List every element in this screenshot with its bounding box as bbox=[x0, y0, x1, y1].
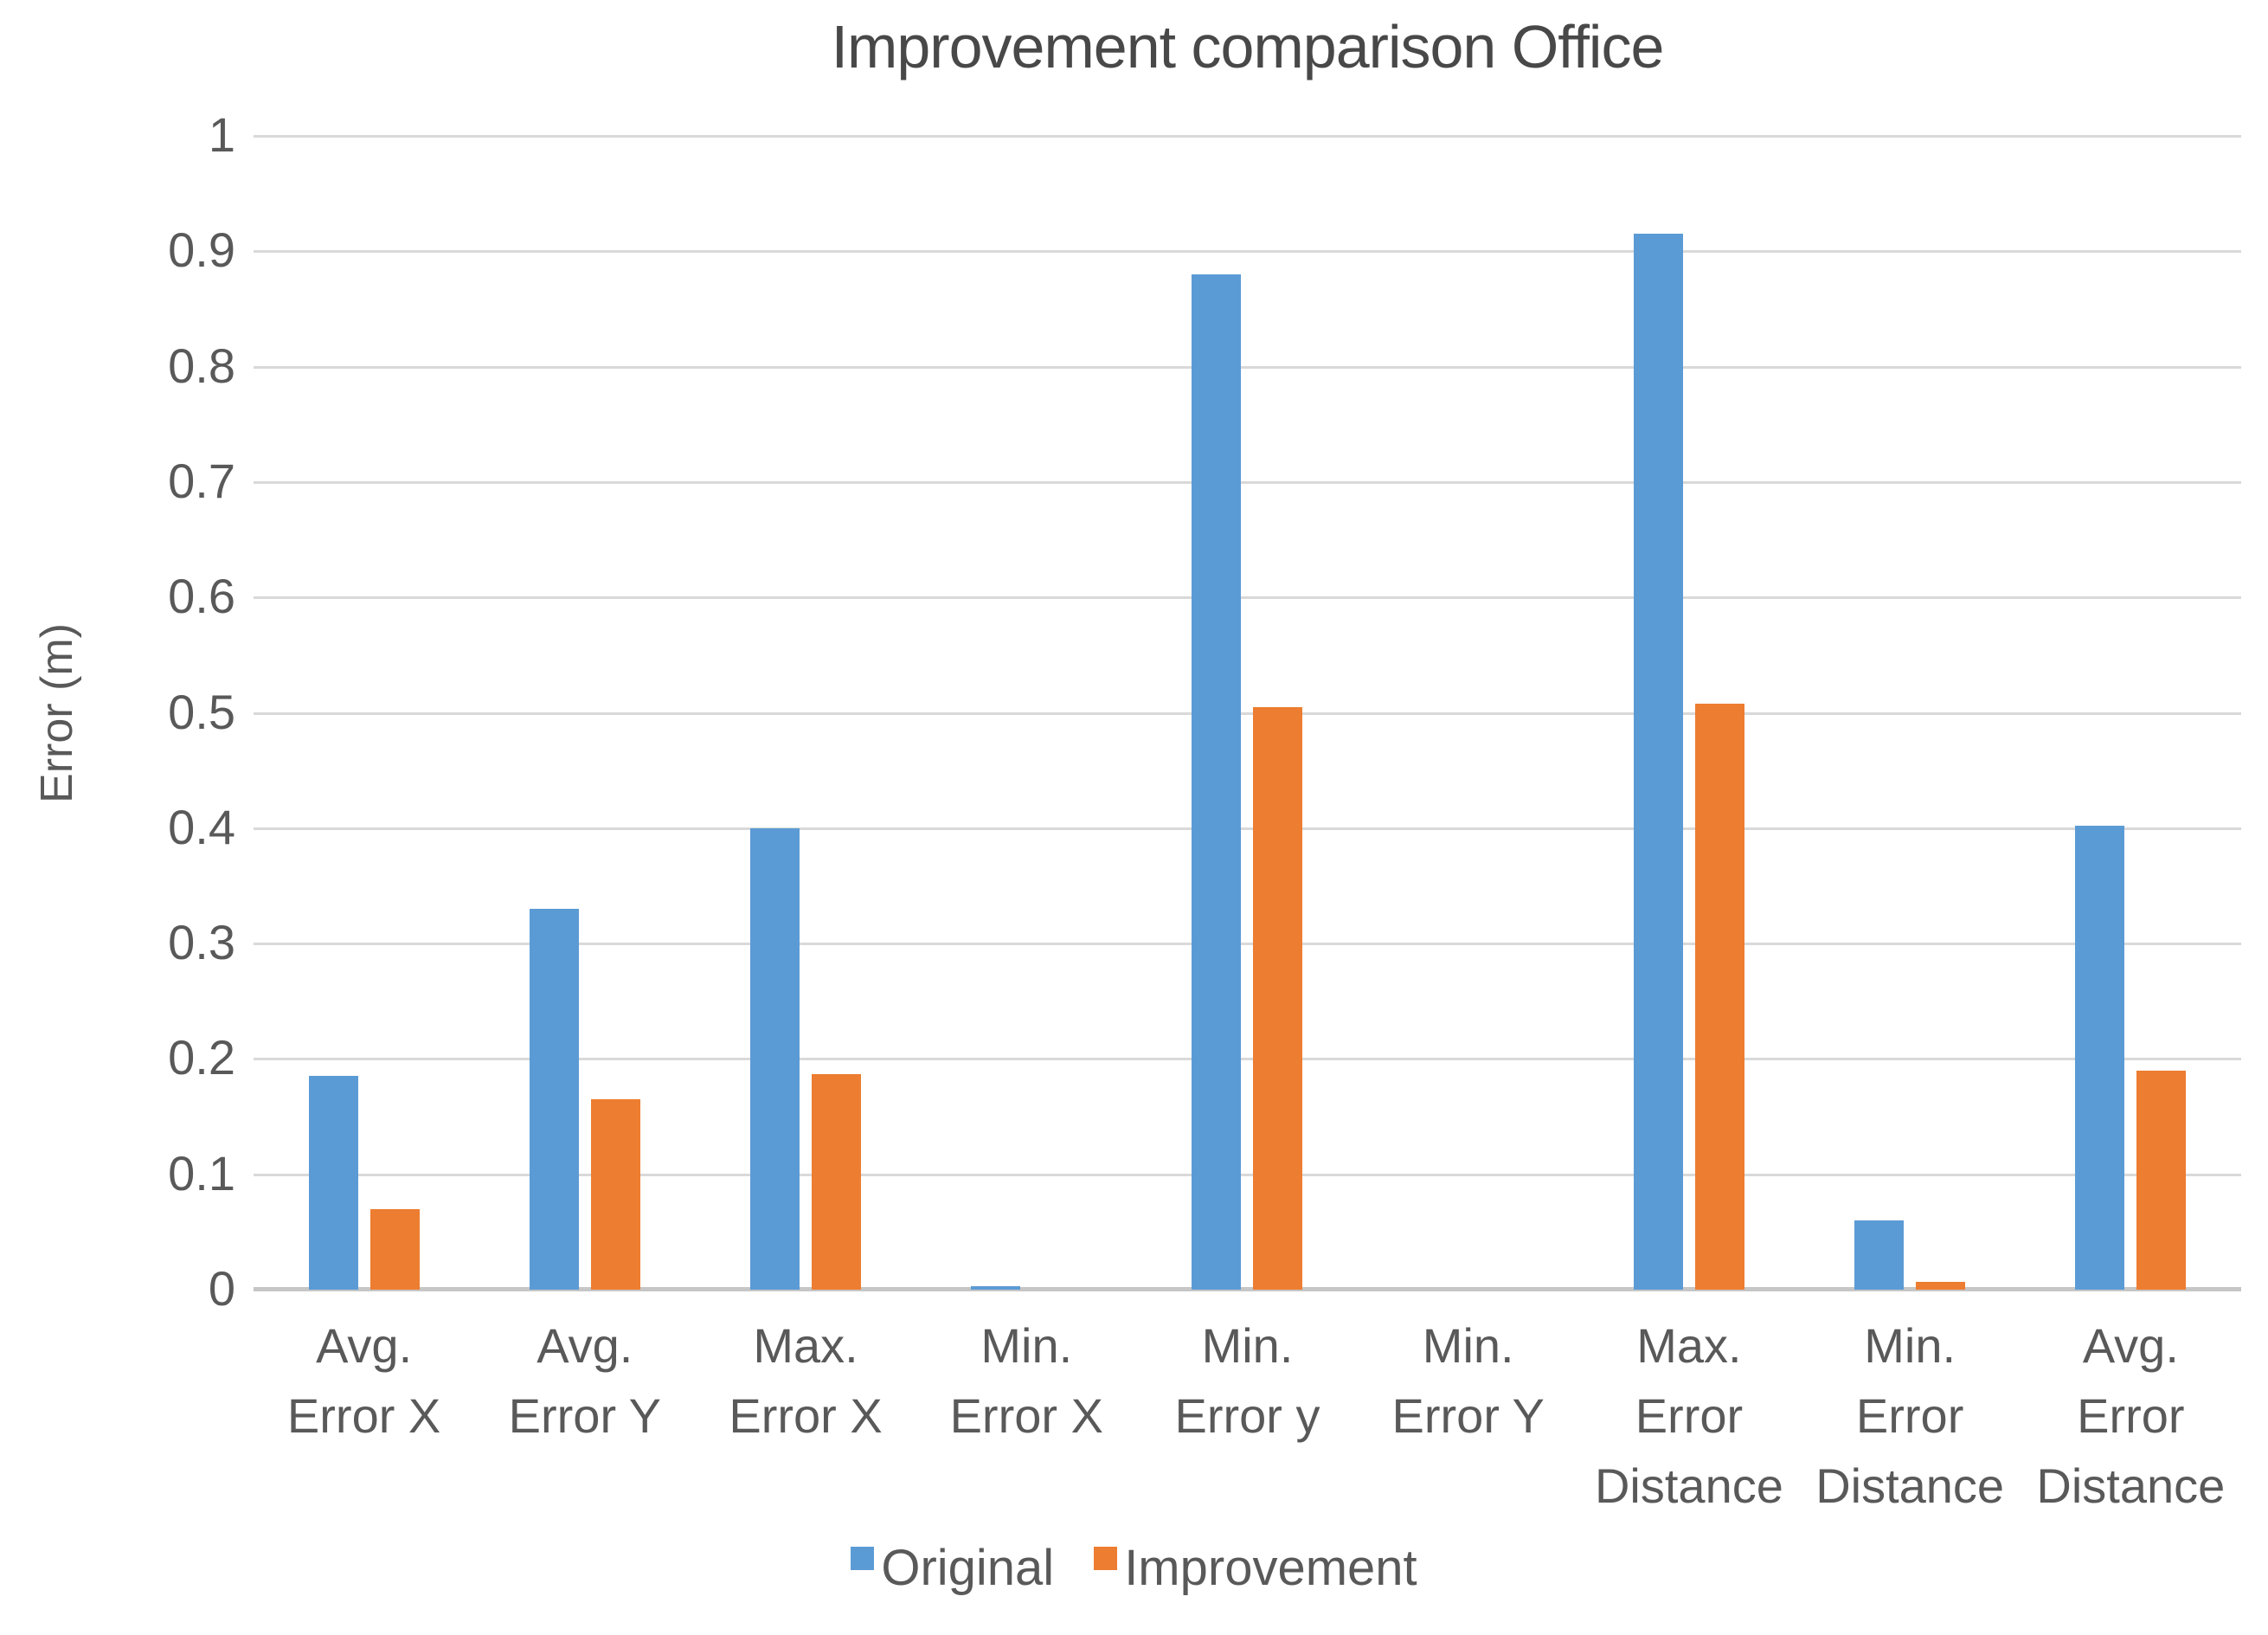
bar-original-avg-error-x bbox=[308, 1076, 358, 1290]
gridline bbox=[254, 711, 2241, 715]
x-category-label-min-error-y: Min. Error y bbox=[1174, 1318, 1320, 1444]
bar-original-min-error-x bbox=[971, 1286, 1021, 1290]
legend-item-improvement: Improvement bbox=[1094, 1539, 1417, 1597]
legend-item-original: Original bbox=[851, 1539, 1054, 1597]
y-tick-label: 0.5 bbox=[168, 684, 235, 739]
chart-title: Improvement comparison Office bbox=[831, 13, 1665, 80]
legend-label-improvement: Improvement bbox=[1124, 1540, 1417, 1596]
y-tick-label: 0.9 bbox=[168, 222, 235, 278]
bar-groups bbox=[254, 136, 2241, 1290]
y-tick-label: 0.4 bbox=[168, 799, 235, 854]
legend-swatch-improvement bbox=[1094, 1547, 1118, 1570]
y-tick-label: 1 bbox=[208, 107, 235, 163]
bar-original-max-error-distance bbox=[1633, 234, 1683, 1290]
bar-improvement-avg-error-y bbox=[590, 1099, 640, 1290]
bar-original-min-error-y bbox=[1192, 274, 1242, 1290]
x-category-label-max-error-x: Max. Error X bbox=[729, 1318, 883, 1444]
bar-group-min-error-distance bbox=[1800, 136, 2021, 1290]
bar-improvement-max-error-x bbox=[812, 1073, 862, 1290]
gridline bbox=[254, 250, 2241, 254]
bar-group-min-error-x bbox=[916, 136, 1137, 1290]
bar-original-min-error-distance bbox=[1854, 1220, 1905, 1290]
x-category-label-avg-error-x: Avg. Error X bbox=[286, 1318, 441, 1444]
bar-group-avg-error-y bbox=[474, 136, 695, 1290]
bar-improvement-max-error-distance bbox=[1694, 703, 1744, 1290]
bar-original-max-error-x bbox=[750, 827, 800, 1290]
bar-original-avg-error-y bbox=[529, 909, 579, 1290]
legend-swatch-original bbox=[851, 1547, 875, 1570]
y-tick-label: 0.7 bbox=[168, 454, 235, 509]
x-category-label-avg-error-y: Avg. Error Y bbox=[508, 1318, 661, 1444]
gridline bbox=[254, 480, 2241, 484]
bar-group-min-error-y bbox=[1137, 136, 1358, 1290]
gridline bbox=[254, 827, 2241, 830]
legend: Original Improvement bbox=[0, 1539, 2268, 1597]
bar-group-min-error-y bbox=[1358, 136, 1578, 1290]
y-tick-label: 0 bbox=[208, 1261, 235, 1316]
gridline bbox=[254, 1173, 2241, 1176]
bar-original-avg-error-distance bbox=[2075, 826, 2125, 1290]
bar-group-max-error-distance bbox=[1578, 136, 1799, 1290]
plot-area bbox=[254, 135, 2241, 1291]
x-category-label-min-error-x: Min. Error X bbox=[949, 1318, 1103, 1444]
bar-improvement-avg-error-distance bbox=[2136, 1070, 2187, 1290]
bar-improvement-min-error-y bbox=[1253, 706, 1303, 1290]
x-category-label-min-error-y: Min. Error Y bbox=[1391, 1318, 1545, 1444]
gridline bbox=[254, 1058, 2241, 1061]
gridline bbox=[254, 135, 2241, 138]
gridline bbox=[254, 943, 2241, 946]
y-tick-label: 0.8 bbox=[168, 338, 235, 393]
bar-group-avg-error-x bbox=[254, 136, 474, 1290]
y-tick-label: 0.1 bbox=[168, 1145, 235, 1201]
x-axis-baseline bbox=[254, 1287, 2241, 1291]
x-axis-category-labels: Avg. Error X Avg. Error Y Max. Error X Min. Err… bbox=[254, 1310, 2241, 1522]
gridline bbox=[254, 365, 2241, 369]
y-tick-label: 0.2 bbox=[168, 1030, 235, 1085]
gridline bbox=[254, 596, 2241, 600]
y-tick-label: 0.3 bbox=[168, 915, 235, 970]
bar-improvement-min-error-distance bbox=[1916, 1281, 1966, 1290]
x-category-label-max-error-distance: Max. Error Distance bbox=[1594, 1318, 1783, 1514]
bar-group-max-error-x bbox=[695, 136, 916, 1290]
bar-improvement-avg-error-x bbox=[369, 1208, 420, 1290]
bar-group-avg-error-distance bbox=[2021, 136, 2241, 1290]
legend-label-original: Original bbox=[881, 1540, 1055, 1596]
y-tick-label: 0.6 bbox=[168, 569, 235, 624]
x-category-label-min-error-distance: Min. Error Distance bbox=[1815, 1318, 2005, 1514]
y-axis-tick-labels: 1 0.9 0.8 0.7 0.6 0.5 0.4 0.3 0.2 0.1 0 bbox=[0, 107, 235, 1316]
x-category-label-avg-error-distance: Avg. Error Distance bbox=[2036, 1318, 2226, 1514]
